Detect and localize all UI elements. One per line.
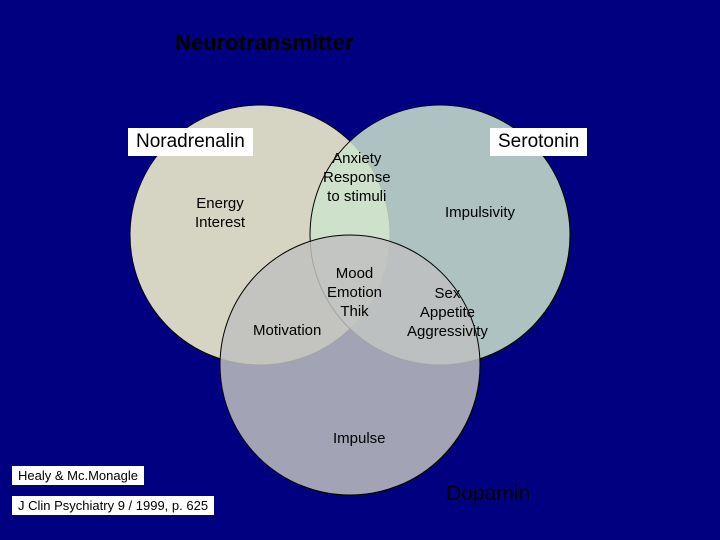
label-serotonin: Serotonin [490,128,587,156]
region-serotonin-only: Impulsivity [445,204,515,223]
label-dopamin: Dopamin [440,480,536,508]
region-noradrenalin-only: EnergyInterest [195,195,245,233]
region-ser-dop: SexAppetiteAggressivity [407,285,488,341]
label-noradrenalin: Noradrenalin [128,128,253,156]
page-title: Neurotransmitter [175,30,353,56]
region-dopamin-only: Impulse [333,430,386,449]
region-center: MoodEmotionThik [327,265,382,321]
region-nor-dop: Motivation [253,322,321,341]
citation-source: J Clin Psychiatry 9 / 1999, p. 625 [12,496,214,515]
citation-author: Healy & Mc.Monagle [12,466,144,485]
region-nor-ser: AnxietyResponseto stimuli [323,150,391,206]
